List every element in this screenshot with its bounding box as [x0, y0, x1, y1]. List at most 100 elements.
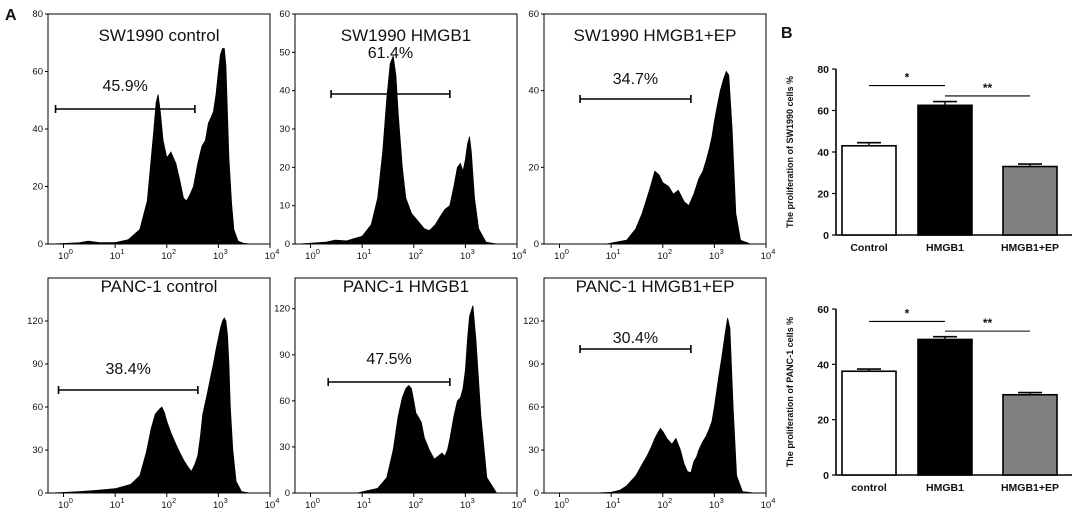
x-tick-label: 101	[110, 496, 125, 511]
y-tick-label: 60	[817, 106, 829, 118]
y-tick-label: 80	[32, 9, 43, 20]
y-tick-label: 90	[279, 350, 290, 361]
histogram-area	[299, 54, 515, 245]
histogram-title: PANC-1 HMGB1+EP	[576, 277, 735, 296]
y-tick-label: 30	[279, 124, 290, 135]
x-tick-label: 101	[606, 247, 621, 262]
histogram-area	[548, 318, 755, 494]
x-tick-label: 104	[512, 496, 527, 511]
y-tick-label: 60	[528, 402, 539, 413]
bar-control	[841, 144, 897, 236]
y-tick-label: 40	[817, 359, 829, 371]
y-tick-label: 0	[534, 488, 539, 499]
x-tick-label: 101	[357, 247, 372, 262]
x-tick-label: 101	[110, 247, 125, 262]
x-tick-label: 104	[512, 247, 527, 262]
histogram-title: PANC-1 control	[101, 277, 218, 296]
y-tick-label: 120	[523, 316, 539, 327]
histogram-title: PANC-1 HMGB1	[343, 277, 469, 296]
bar-hmgb1-ep	[1002, 165, 1058, 236]
histogram-panc1-hmgb1: 0 30 60 90 120 100 101 102 103 104 PANC-1 HMGB1 47.…	[274, 277, 526, 511]
y-tick-label: 60	[279, 396, 290, 407]
x-tick-label: 101	[357, 496, 372, 511]
y-axis-label: The proliferation of SW1990 cells %	[785, 76, 795, 228]
panel-label-a: A	[5, 7, 17, 24]
x-tick-label: 102	[161, 247, 176, 262]
y-tick-label: 40	[279, 86, 290, 97]
x-tick-label: 102	[161, 496, 176, 511]
gate-percent-label: 47.5%	[366, 351, 411, 368]
category-label: HMGB1+EP	[1001, 482, 1059, 494]
x-tick-label: 100	[305, 496, 320, 511]
gate-percent-label: 61.4%	[368, 45, 413, 62]
y-tick-label: 30	[279, 442, 290, 453]
gate-percent-label: 34.7%	[613, 71, 658, 88]
histogram-title: SW1990 HMGB1+EP	[574, 26, 737, 45]
y-tick-label: 60	[279, 9, 290, 20]
category-label: control	[851, 482, 887, 494]
significance-marker: **	[983, 81, 993, 95]
panel-label-b: B	[781, 25, 793, 42]
x-tick-label: 104	[265, 247, 280, 262]
significance-marker: **	[983, 316, 993, 330]
histogram-area	[548, 70, 764, 245]
histogram-area	[299, 305, 515, 494]
y-tick-label: 0	[285, 488, 290, 499]
y-tick-label: 0	[285, 239, 290, 250]
gate-percent-label: 38.4%	[106, 361, 151, 378]
y-tick-label: 20	[279, 162, 290, 173]
y-tick-label: 20	[817, 189, 829, 201]
x-tick-label: 100	[305, 247, 320, 262]
y-tick-label: 60	[817, 304, 829, 316]
bar-hmgb1	[917, 338, 973, 476]
y-tick-label: 30	[32, 445, 43, 456]
category-label: HMGB1	[926, 482, 964, 494]
significance-marker: *	[905, 71, 910, 85]
x-tick-label: 103	[709, 496, 724, 511]
y-tick-label: 40	[817, 147, 829, 159]
x-tick-label: 103	[460, 496, 475, 511]
histogram-panc1-hmgb1-ep: 0 30 60 90 120 100 101 102 103 104 PANC-1 HMGB1+EP…	[523, 277, 775, 511]
y-tick-label: 0	[823, 230, 829, 242]
y-tick-label: 90	[528, 359, 539, 370]
y-tick-label: 40	[32, 124, 43, 135]
x-tick-label: 104	[761, 496, 776, 511]
category-label: Control	[850, 242, 887, 254]
x-tick-label: 102	[408, 496, 423, 511]
y-tick-label: 30	[528, 445, 539, 456]
y-tick-label: 10	[279, 201, 290, 212]
histogram-sw1990-hmgb1: 0 10 20 30 40 50 60 100 101 102 103 104 SW1990 HMGB1…	[279, 9, 526, 262]
x-tick-label: 100	[58, 247, 73, 262]
bar-hmgb1	[917, 104, 973, 236]
y-tick-label: 20	[817, 415, 829, 427]
bar-control	[841, 370, 897, 476]
y-tick-label: 60	[528, 9, 539, 20]
x-tick-label: 102	[657, 496, 672, 511]
y-tick-label: 90	[32, 359, 43, 370]
y-tick-label: 80	[817, 64, 829, 76]
x-tick-label: 100	[58, 496, 73, 511]
x-tick-label: 101	[606, 496, 621, 511]
histogram-sw1990-control: 0 20 40 60 80 100 101 102 103 104 SW1990 control 45…	[32, 9, 279, 262]
x-tick-label: 104	[265, 496, 280, 511]
histogram-area	[52, 48, 268, 245]
x-tick-label: 100	[554, 247, 569, 262]
x-tick-label: 102	[657, 247, 672, 262]
y-axis-label: The proliferation of PANC-1 cells %	[785, 317, 795, 467]
gate-percent-label: 30.4%	[613, 330, 658, 347]
x-tick-label: 103	[213, 247, 228, 262]
y-tick-label: 40	[528, 86, 539, 97]
y-tick-label: 50	[279, 47, 290, 58]
y-tick-label: 0	[534, 239, 539, 250]
x-tick-label: 100	[554, 496, 569, 511]
y-tick-label: 120	[27, 316, 43, 327]
y-tick-label: 0	[823, 470, 829, 482]
gate-percent-label: 45.9%	[103, 78, 148, 95]
x-tick-label: 102	[408, 247, 423, 262]
y-tick-label: 0	[38, 488, 43, 499]
histogram-title: SW1990 control	[99, 26, 220, 45]
x-tick-label: 103	[460, 247, 475, 262]
significance-marker: *	[905, 306, 910, 320]
